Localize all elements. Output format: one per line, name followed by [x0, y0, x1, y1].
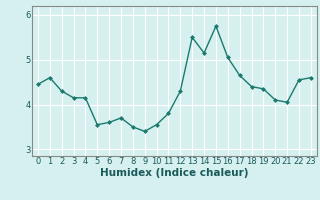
X-axis label: Humidex (Indice chaleur): Humidex (Indice chaleur) — [100, 168, 249, 178]
